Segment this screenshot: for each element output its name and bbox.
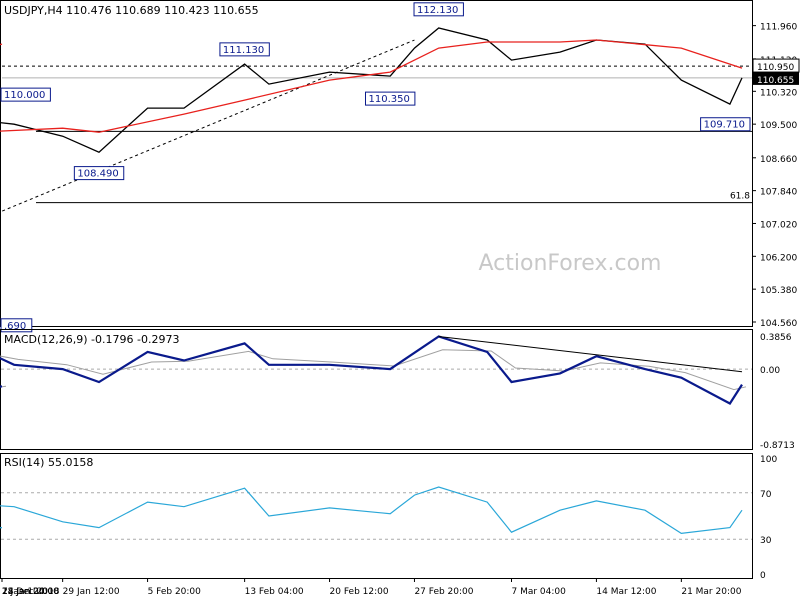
price-series-line	[0, 27, 743, 153]
price-y-tick-label: 110.320	[760, 88, 797, 98]
swing-label-box	[219, 42, 270, 57]
swing-label-text: 110.350	[368, 94, 409, 105]
macd-main-line	[0, 335, 743, 405]
price-panel-frame	[0, 0, 753, 327]
macd-panel-title: MACD(12,26,9) -0.1796 -0.2973	[4, 333, 179, 346]
swing-label-text: 110.000	[4, 90, 45, 101]
rsi-y-tick-label: 70	[760, 490, 772, 500]
price-y-axis: 111.960111.130110.320109.500108.660107.8…	[752, 23, 800, 329]
swing-label-text: 112.130	[417, 5, 458, 16]
swing-label-box	[0, 87, 51, 102]
x-tick-label: 14 Jan 20:00	[2, 587, 59, 597]
price-panel-bg	[0, 0, 800, 327]
x-tick-label: 27 Feb 20:00	[414, 587, 473, 597]
swing-label: .690	[0, 318, 33, 333]
swing-label: 110.350	[364, 91, 416, 106]
price-y-tick-label: 105.380	[760, 286, 797, 296]
x-tick-label: 14 Mar 12:00	[596, 587, 656, 597]
rsi-panel-title: RSI(14) 55.0158	[4, 456, 93, 469]
current-price-label: 110.655	[757, 76, 794, 86]
x-tick-label: 28 Dec 2018	[2, 587, 60, 597]
swing-label: 112.130	[413, 2, 464, 17]
x-tick-label: 20 Feb 12:00	[330, 587, 389, 597]
rsi-y-axis: 100 70 30 0	[760, 455, 777, 581]
macd-signal-line	[0, 349, 747, 391]
swing-label: 110.000	[0, 87, 51, 102]
price-y-tick-label: 104.560	[760, 319, 797, 329]
price-y-tick-label: 107.840	[760, 188, 797, 198]
price-panel-title: USDJPY,H4 110.476 110.689 110.423 110.65…	[4, 4, 259, 17]
x-tick-label: 13 Feb 04:00	[245, 587, 304, 597]
swing-label-text: 108.490	[77, 169, 118, 180]
rsi-panel: RSI(14) 55.0158 100 70 30 0	[0, 453, 777, 581]
watermark: ActionForex.com	[479, 251, 662, 276]
macd-y-tick-label: 0.3856	[760, 333, 792, 343]
price-plot: 38.261.8112.130111.130110.000110.350109.…	[0, 2, 752, 333]
swing-label-box	[0, 318, 33, 333]
price-y-tick-label: 111.960	[760, 23, 797, 33]
rsi-y-tick-label: 100	[760, 455, 777, 465]
fib-level-label: 61.8	[730, 192, 750, 202]
swing-label-text: .690	[4, 321, 26, 332]
x-tick-label: 22 Jan 04:00	[2, 587, 59, 597]
macd-y-tick-label: -0.8713	[760, 441, 795, 451]
rsi-y-tick-label: 0	[760, 571, 766, 581]
macd-y-axis: 0.3856 0.00 -0.8713	[760, 333, 795, 451]
macd-trendline	[438, 335, 743, 373]
swing-label-text: 111.130	[223, 45, 264, 56]
x-tick-label: 7 Jan 12:00	[2, 587, 54, 597]
rsi-line	[0, 486, 743, 535]
price-y-tick-label: 106.200	[760, 253, 797, 263]
x-tick-label: 21 Mar 20:00	[681, 587, 741, 597]
swing-label-text: 109.710	[704, 120, 745, 131]
swing-label-box	[700, 117, 751, 132]
swing-label-box	[73, 166, 125, 181]
price-y-tick-label: 109.500	[760, 121, 797, 131]
rsi-panel-frame	[0, 453, 753, 579]
swing-label: 108.490	[73, 166, 125, 181]
x-tick-label: 29 Jan 12:00	[63, 587, 120, 597]
price-y-tick-label: 108.660	[760, 155, 797, 165]
moving-average-line	[0, 39, 743, 133]
x-tick-label: 7 Mar 04:00	[512, 587, 567, 597]
current-price-box: 110.655	[753, 71, 799, 86]
marker-price-box: 110.950	[752, 58, 800, 73]
macd-plot	[0, 335, 752, 405]
swing-label-box	[413, 2, 464, 17]
current-price-box-bg	[753, 71, 799, 85]
swing-label: 109.710	[700, 117, 751, 132]
macd-y-tick-label: 0.00	[760, 366, 780, 376]
rsi-y-tick-label: 30	[760, 536, 772, 546]
rsi-plot	[0, 486, 752, 540]
macd-panel-frame	[0, 329, 753, 450]
swing-label: 111.130	[219, 42, 270, 57]
macd-panel: MACD(12,26,9) -0.1796 -0.2973 0.3856 0.00…	[0, 329, 795, 451]
price-panel: USDJPY,H4 110.476 110.689 110.423 110.65…	[0, 0, 800, 333]
price-y-tick-label: 107.020	[760, 220, 797, 230]
marker-price-label: 110.950	[757, 63, 794, 73]
swing-label-box	[364, 91, 416, 106]
x-tick-label: 5 Feb 20:00	[148, 587, 202, 597]
